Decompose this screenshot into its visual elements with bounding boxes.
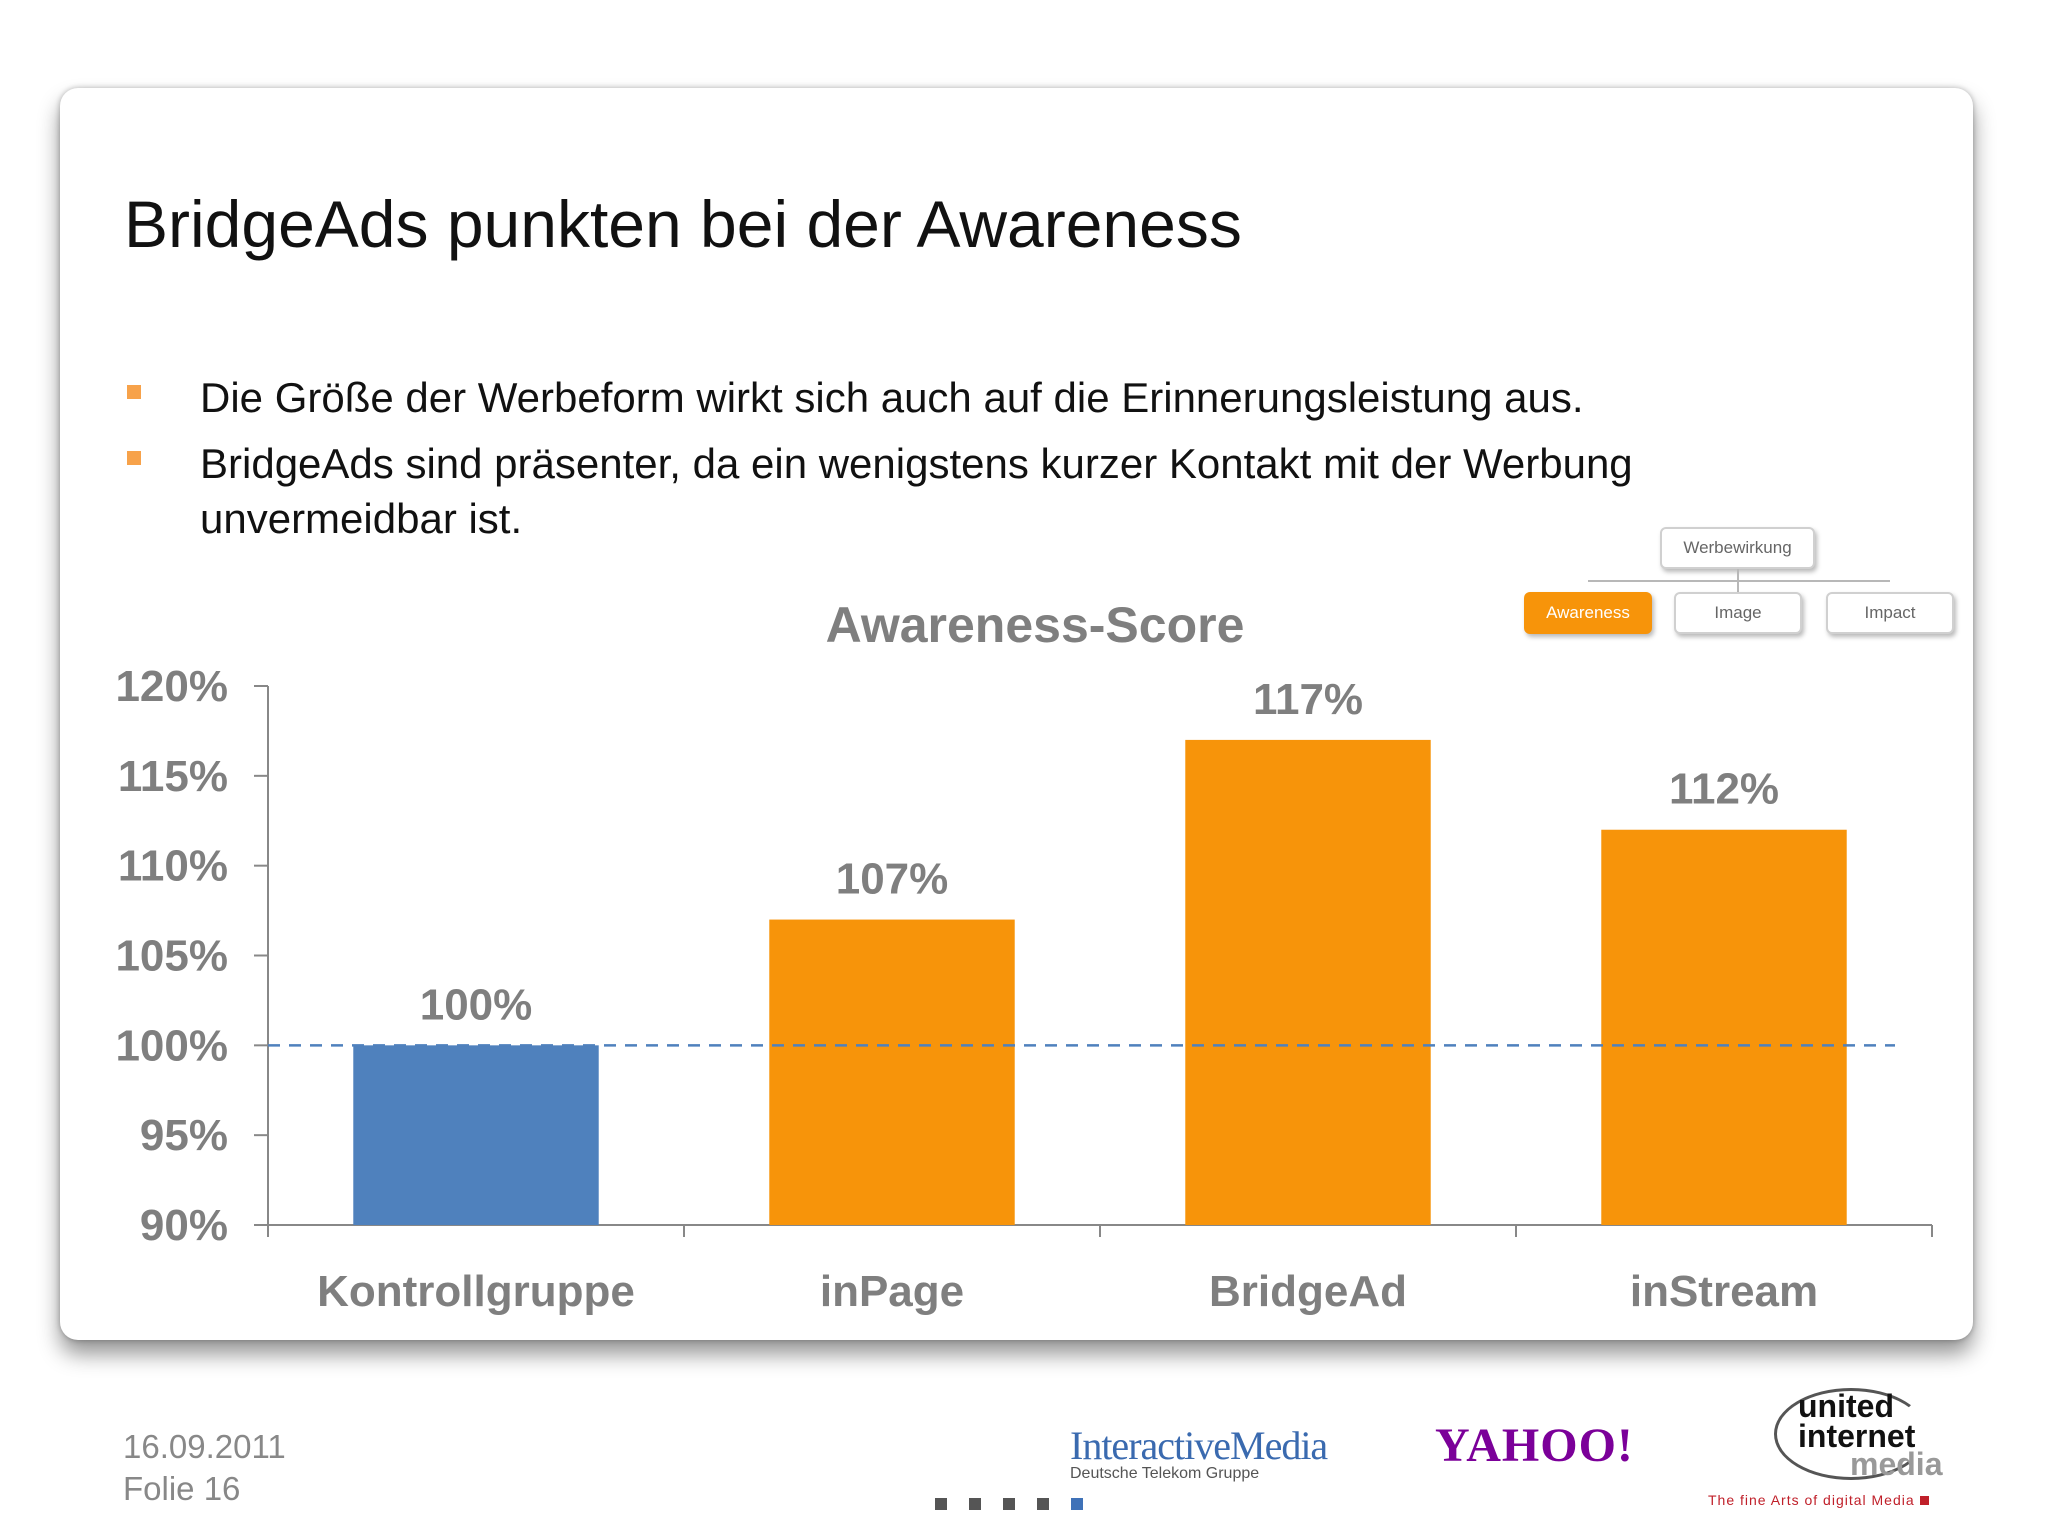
page-dot-current [1071, 1498, 1083, 1510]
y-tick-label: 110% [118, 842, 228, 891]
logo-word-united: united [1798, 1388, 1894, 1424]
bullet-item: Die Größe der Werbeform wirkt sich auch … [200, 374, 1584, 421]
footer-slide-number: Folie 16 [123, 1470, 241, 1507]
slide-title: BridgeAds punkten bei der Awareness [124, 187, 1242, 261]
page-dot [969, 1498, 981, 1510]
y-tick-label: 115% [118, 752, 228, 801]
interactive-media-logo-name: InteractiveMedia [1070, 1423, 1328, 1468]
y-tick-label: 120% [115, 662, 228, 711]
y-tick-label: 95% [140, 1111, 228, 1160]
footer-date: 16.09.2011 [123, 1428, 286, 1465]
bar-inpage [769, 919, 1015, 1225]
y-tick-label: 100% [115, 1021, 228, 1070]
bars [353, 739, 1847, 1225]
bar-value-label: 107% [836, 855, 949, 904]
x-category-label: Kontrollgruppe [317, 1267, 635, 1316]
logo-word-media: media [1850, 1446, 1943, 1482]
hierarchy-node-image: Image [1674, 592, 1802, 634]
hierarchy-root-werbewirkung: Werbewirkung [1660, 527, 1815, 569]
logo-ring-icon [1774, 1388, 1928, 1480]
x-category-label: inPage [820, 1267, 964, 1316]
logo-square-icon [1919, 1496, 1929, 1505]
hierarchy-connector [1737, 580, 1739, 592]
x-category-label: BridgeAd [1209, 1267, 1407, 1316]
bar-value-label: 100% [420, 980, 533, 1029]
bar-value-label: 112% [1669, 765, 1779, 814]
page-dot [1037, 1498, 1049, 1510]
bar-value-label: 117% [1253, 675, 1363, 724]
hierarchy-node-awareness: Awareness [1524, 592, 1652, 634]
x-axis: Kontrollgruppe inPage BridgeAd inStream [267, 1224, 1933, 1316]
chart-title: Awareness-Score [826, 597, 1245, 653]
united-internet-media-logo: united internet media The fine Arts of d… [1708, 1382, 2025, 1512]
hierarchy-node-impact: Impact [1826, 592, 1954, 634]
y-tick-label: 90% [140, 1201, 228, 1250]
awareness-bar-chart: Awareness-Score 90% 95% 100% 105% 110% 115% 12… [115, 597, 1933, 1316]
bullet-item: BridgeAds sind präsenter, da ein wenigst… [200, 440, 1633, 542]
yahoo-logo: YAHOO! [1435, 1419, 1634, 1472]
hierarchy-connector [1588, 580, 1890, 582]
bar-value-labels: 100% 107% 117% 112% [420, 675, 1779, 1029]
interactive-media-logo: InteractiveMedia Deutsche Telekom Gruppe [1070, 1422, 1328, 1483]
bullet-marker [127, 451, 141, 465]
bar-instream [1601, 829, 1847, 1225]
bar-kontrollgruppe [353, 1045, 599, 1225]
hierarchy-connector [1737, 569, 1739, 581]
bullet-marker [127, 385, 141, 399]
bar-bridgead [1185, 739, 1431, 1225]
y-tick-label: 105% [115, 932, 228, 981]
y-axis: 90% 95% 100% 105% 110% 115% 120% [115, 662, 269, 1250]
logo-word-internet: internet [1798, 1418, 1916, 1454]
page-dot [1003, 1498, 1015, 1510]
interactive-media-logo-subtitle: Deutsche Telekom Gruppe [1070, 1465, 1260, 1482]
x-category-label: inStream [1630, 1267, 1818, 1316]
logo-tagline: The fine Arts of digital Media [1708, 1492, 1929, 1508]
page-dot [935, 1498, 947, 1510]
logo-tagline-text: The fine Arts of digital Media [1708, 1492, 1915, 1508]
